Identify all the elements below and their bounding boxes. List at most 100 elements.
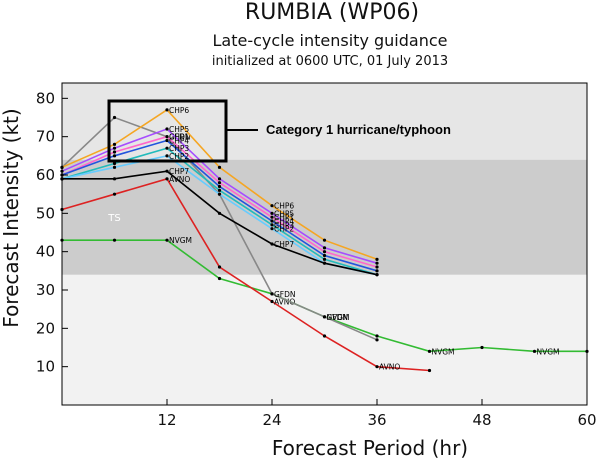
data-point xyxy=(165,177,169,181)
series-point-label: NVGM xyxy=(537,347,560,356)
data-point xyxy=(165,135,169,139)
data-point xyxy=(270,211,274,215)
category1-annotation: Category 1 hurricane/typhoon xyxy=(107,99,451,163)
series-point-label: CHP3 xyxy=(274,221,294,230)
data-point xyxy=(480,345,484,350)
annotation-label: Category 1 hurricane/typhoon xyxy=(266,122,451,137)
data-point xyxy=(112,150,117,154)
series-point-label: CHP7 xyxy=(169,167,189,176)
data-point xyxy=(217,188,222,192)
data-point xyxy=(217,192,222,196)
data-point xyxy=(165,108,169,112)
y-tick-label: 20 xyxy=(36,319,55,337)
data-point xyxy=(112,161,117,166)
x-tick-label: 48 xyxy=(472,411,491,429)
series-point-label: NVGM xyxy=(169,236,192,245)
series-point-label: CHP4 xyxy=(169,137,189,146)
data-point xyxy=(427,368,432,373)
y-tick-label: 80 xyxy=(36,89,55,107)
data-point xyxy=(375,257,379,261)
data-point xyxy=(585,349,589,353)
series-chp6: CHP6 CHP6 xyxy=(60,106,379,261)
series-chp4: CHP4 CHP4 xyxy=(60,137,379,273)
series-point-label: CHP5 xyxy=(169,125,189,134)
data-point xyxy=(60,165,64,169)
data-point xyxy=(112,165,117,169)
series-point-label: GFDN xyxy=(169,133,191,142)
data-point xyxy=(217,276,222,281)
data-point xyxy=(375,338,379,342)
data-point xyxy=(270,299,274,304)
y-axis-ticks: 10 20 30 40 50 60 70 80 xyxy=(36,89,68,376)
data-point xyxy=(112,142,117,146)
x-tick-label: 36 xyxy=(367,411,386,429)
data-point xyxy=(112,192,117,196)
series-point-label: CHP6 xyxy=(274,202,294,211)
series-point-label: CHP7 xyxy=(274,240,294,249)
data-point xyxy=(375,261,379,265)
series-chp7: CHP7 CHP7 xyxy=(60,167,379,277)
data-point xyxy=(165,238,169,242)
data-point xyxy=(322,315,327,319)
data-point xyxy=(112,238,117,242)
chart-subtitle-init: initialized at 0600 UTC, 01 July 2013 xyxy=(212,54,448,69)
data-point xyxy=(375,265,379,269)
series-line xyxy=(61,177,430,372)
x-tick-label: 12 xyxy=(157,411,176,429)
series-point-label: CHP2 xyxy=(169,152,189,161)
series-chp3: CHP3 CHP3 xyxy=(60,144,379,277)
x-axis-ticks: 12 24 36 48 60 xyxy=(157,399,597,429)
data-point xyxy=(112,146,117,150)
data-point xyxy=(217,184,222,189)
data-point xyxy=(112,177,117,181)
chart-subtitle: Late-cycle intensity guidance xyxy=(213,31,448,50)
series-point-label: AVNO xyxy=(169,175,190,184)
series-point-label: AVNO xyxy=(379,363,400,372)
data-point xyxy=(60,177,64,181)
y-tick-label: 40 xyxy=(36,243,55,261)
data-point xyxy=(322,257,327,261)
series-point-label: CHP5 xyxy=(274,209,294,218)
band-label: TS xyxy=(107,213,120,224)
x-tick-label: 24 xyxy=(262,411,281,429)
data-point xyxy=(375,365,379,369)
data-point xyxy=(217,265,222,269)
chart-title: RUMBIA (WP06) xyxy=(245,0,419,25)
data-point xyxy=(165,138,169,143)
x-axis-label: Forecast Period (hr) xyxy=(272,436,468,460)
y-tick-label: 70 xyxy=(36,128,55,146)
series-point-label: CHP4 xyxy=(274,217,294,226)
series-chp5: CHP5 CHP5 xyxy=(60,125,379,265)
data-point xyxy=(165,146,169,150)
series-point-label: GFDN xyxy=(327,313,349,322)
data-point xyxy=(322,246,327,250)
plot-frame xyxy=(61,82,588,406)
data-point xyxy=(427,349,432,353)
data-point xyxy=(60,207,64,212)
data-point xyxy=(532,349,537,353)
series-point-label: CHP3 xyxy=(169,144,189,153)
y-tick-label: 10 xyxy=(36,358,55,376)
intensity-band-0 xyxy=(62,159,587,275)
data-point xyxy=(322,250,327,254)
data-point xyxy=(322,334,327,338)
series-point-label: GFDN xyxy=(274,290,296,299)
series-point-label: CHP6 xyxy=(169,106,189,115)
data-point xyxy=(322,261,327,265)
data-point xyxy=(270,204,274,208)
data-point xyxy=(375,269,379,273)
data-point xyxy=(270,223,274,227)
data-point xyxy=(322,253,327,258)
data-point xyxy=(217,177,222,181)
series-avno: AVNO AVNO AVNO xyxy=(60,175,432,373)
data-point xyxy=(270,227,274,231)
data-point xyxy=(375,334,379,338)
y-tick-label: 30 xyxy=(36,281,55,299)
data-point xyxy=(270,215,274,219)
series-point-label: NVGM xyxy=(327,313,350,322)
y-tick-label: 50 xyxy=(36,204,55,222)
data-point xyxy=(165,127,169,131)
data-point xyxy=(217,165,222,169)
